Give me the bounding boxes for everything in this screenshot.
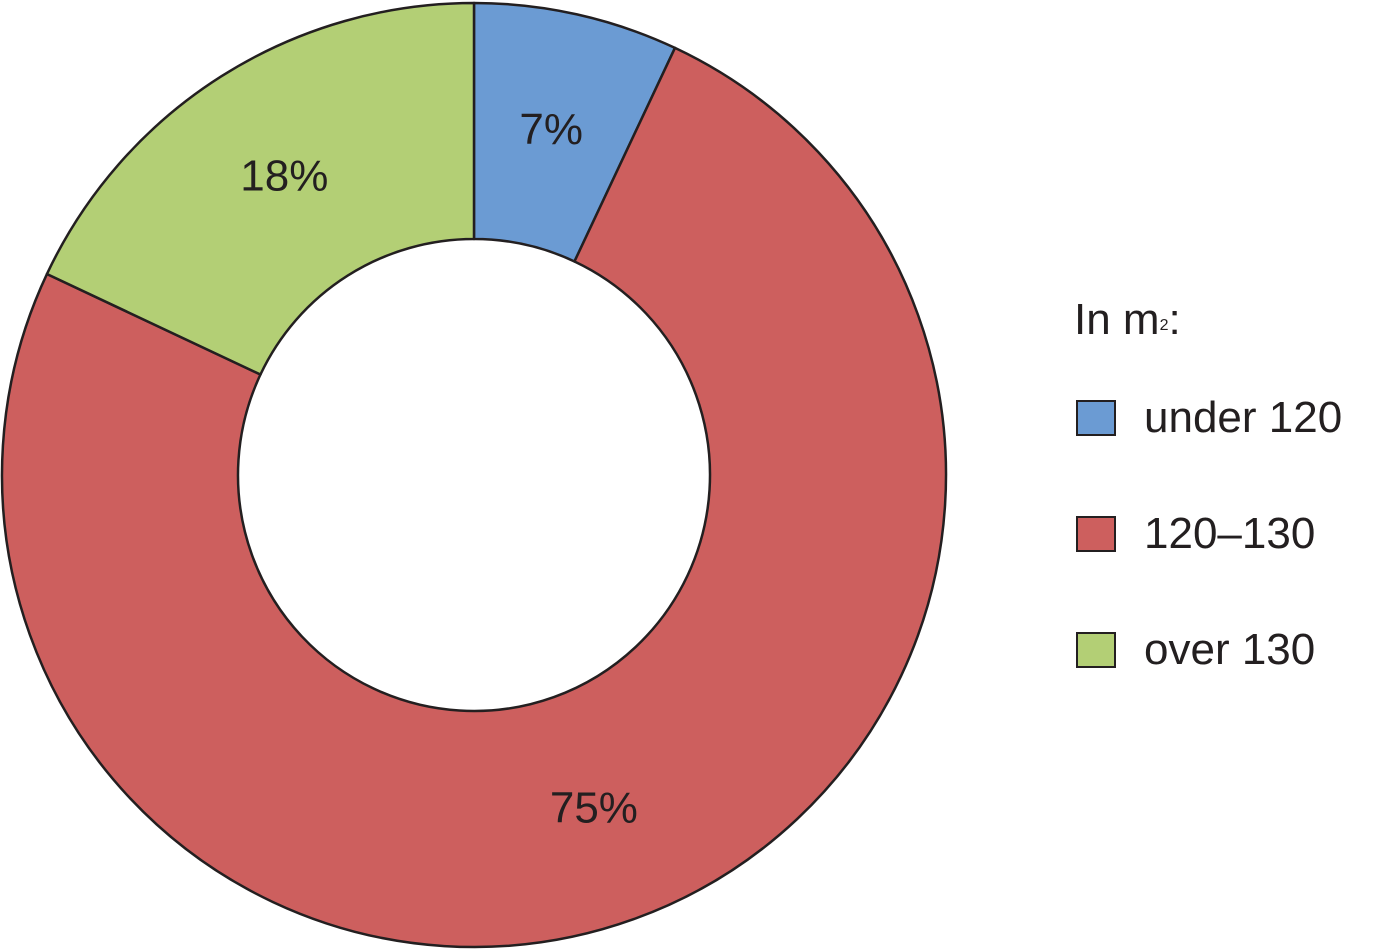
legend-swatch [1076,516,1116,552]
legend-label: under 120 [1144,393,1343,442]
legend: In m2: under 120 120–130 over 130 [1074,292,1342,674]
legend-swatch [1076,400,1116,436]
slice-label-120-130: 75% [550,784,638,833]
donut-slice-120-130 [0,46,948,949]
donut-slice-over-130 [45,1,476,376]
legend-label: 120–130 [1144,509,1316,558]
legend-title-prefix: In m [1074,295,1160,344]
legend-label: over 130 [1144,625,1316,674]
legend-swatch [1076,632,1116,668]
slice-label-under-120: 7% [519,105,583,154]
legend-title-superscript: 2 [1159,317,1169,334]
legend-title: In m2: [1074,292,1181,348]
slice-label-over-130: 18% [240,152,328,201]
legend-title-suffix: : [1168,295,1181,344]
